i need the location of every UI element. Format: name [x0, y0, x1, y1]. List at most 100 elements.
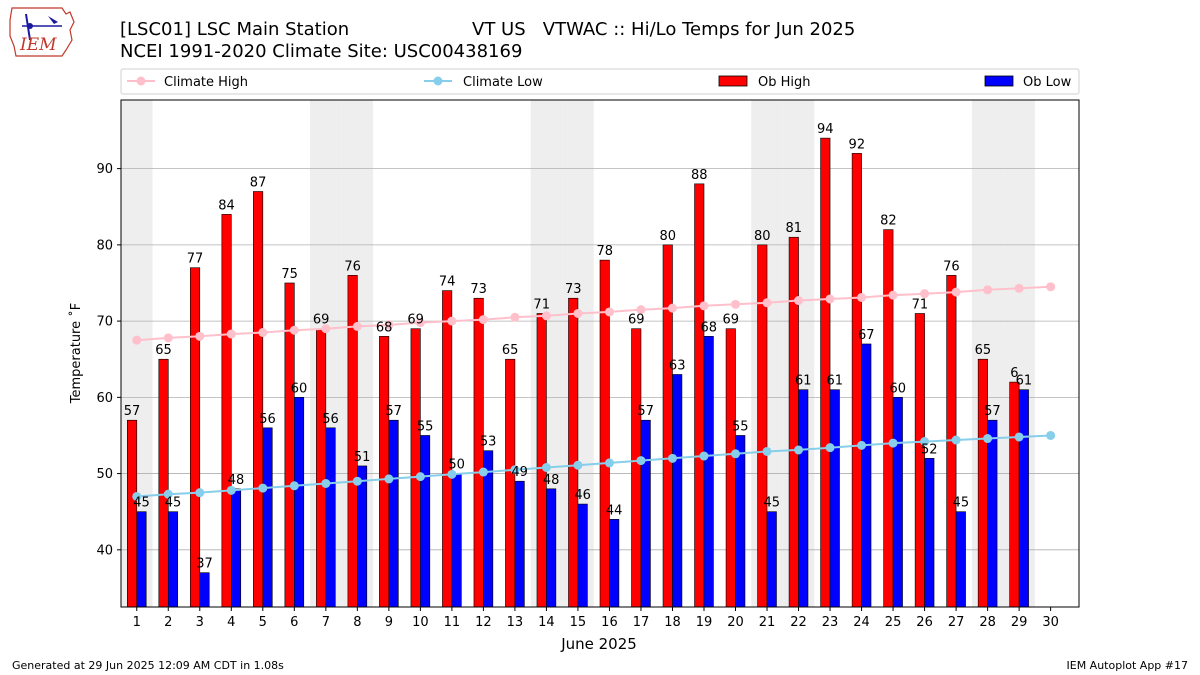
ob-high-bar-day-29: [1009, 381, 1020, 608]
x-tick-label-15: 15: [570, 615, 587, 630]
x-tick-label-5: 5: [259, 615, 267, 630]
y-tick-label-40: 40: [96, 543, 113, 558]
y-tick-label-90: 90: [96, 162, 113, 177]
climate-low-point-day-25: [888, 438, 898, 448]
climate-low-point-day-26: [920, 437, 930, 447]
ob-high-bar-day-7: [316, 328, 327, 608]
climate-low-point-day-8: [352, 476, 362, 486]
ob-low-label-day-29: 61: [1016, 374, 1033, 389]
x-tick-label-24: 24: [853, 615, 870, 630]
climate-high-point-day-10: [415, 318, 425, 328]
ob-low-bar-day-10: [420, 435, 431, 608]
climate-low-point-day-24: [857, 440, 867, 450]
ob-low-label-day-21: 45: [763, 496, 780, 511]
ob-high-bar-day-26: [914, 313, 925, 608]
ob-high-label-day-25: 82: [880, 214, 897, 229]
ob-low-label-day-5: 56: [259, 412, 276, 427]
climate-high-point-day-22: [794, 296, 804, 306]
x-tick-label-4: 4: [227, 615, 235, 630]
ob-high-label-day-28: 65: [975, 343, 992, 358]
climate-high-point-day-5: [258, 328, 268, 338]
legend-label-ob-high: Ob High: [758, 75, 811, 90]
ob-low-bar-day-16: [609, 519, 620, 608]
x-tick-label-21: 21: [759, 615, 776, 630]
x-tick-label-19: 19: [696, 615, 713, 630]
ob-low-bar-day-13: [514, 480, 525, 608]
ob-high-label-day-27: 76: [943, 259, 960, 274]
climate-low-point-day-13: [510, 465, 520, 475]
ob-low-label-day-17: 57: [637, 404, 654, 419]
climate-low-point-day-16: [604, 458, 614, 468]
climate-low-point-day-3: [195, 488, 205, 498]
x-tick-label-18: 18: [664, 615, 681, 630]
ob-high-label-day-23: 94: [817, 122, 834, 137]
x-tick-label-16: 16: [601, 615, 618, 630]
bars: [127, 137, 1029, 608]
ob-low-bar-day-26: [924, 458, 935, 608]
climate-low-point-day-14: [541, 462, 551, 472]
climate-high-point-day-26: [920, 289, 930, 299]
y-tick-label-80: 80: [96, 238, 113, 253]
ob-high-label-day-29: 6: [1010, 366, 1018, 381]
ob-high-bar-day-4: [221, 214, 232, 608]
logo-text: IEM: [19, 35, 57, 55]
ob-high-bar-day-22: [788, 236, 799, 608]
ob-low-label-day-1: 45: [133, 496, 150, 511]
climate-high-point-day-7: [321, 324, 331, 334]
ob-high-label-day-6: 75: [281, 267, 298, 282]
title-station: [LSC01] LSC Main Station: [120, 19, 349, 40]
ob-high-bar-day-2: [158, 358, 169, 608]
ob-low-bar-day-15: [577, 503, 588, 608]
ob-high-label-day-19: 88: [691, 168, 708, 183]
legend: Climate High Climate Low Ob High Ob Low: [120, 68, 1080, 95]
ob-low-bar-day-29: [1018, 389, 1029, 608]
ob-high-bar-day-1: [127, 419, 138, 608]
climate-high-point-day-12: [478, 315, 488, 325]
ob-high-label-day-24: 92: [849, 137, 866, 152]
x-tick-label-20: 20: [727, 615, 744, 630]
ob-high-label-day-1: 57: [124, 404, 141, 419]
climate-low-point-day-6: [289, 481, 299, 491]
x-tick-label-27: 27: [948, 615, 965, 630]
iem-logo: IEM: [9, 7, 75, 57]
ob-high-label-day-12: 73: [470, 282, 487, 297]
x-tick-label-1: 1: [133, 615, 141, 630]
climate-high-point-day-4: [226, 329, 236, 339]
legend-item-ob-high: Ob High: [718, 75, 811, 90]
climate-low-point-day-4: [226, 485, 236, 495]
ob-high-bar-day-25: [883, 229, 894, 608]
ob-high-bar-day-19: [694, 183, 705, 608]
climate-high-point-day-2: [163, 333, 173, 343]
ob-high-bar-day-14: [536, 313, 547, 608]
x-tick-label-2: 2: [164, 615, 172, 630]
climate-low-point-day-11: [447, 469, 457, 479]
bar-value-labels: 5765778487756976686974736571737869808869…: [124, 122, 1032, 572]
ob-high-bar-day-13: [505, 358, 516, 608]
x-tick-label-29: 29: [1011, 615, 1028, 630]
ob-low-bar-day-24: [861, 343, 872, 608]
ob-low-label-day-9: 57: [385, 404, 402, 419]
ob-low-label-day-6: 60: [291, 381, 308, 396]
ob-high-bar-day-17: [631, 328, 642, 608]
ob-low-label-day-27: 45: [953, 496, 970, 511]
ob-high-label-day-26: 71: [912, 297, 929, 312]
ob-low-bar-day-18: [672, 374, 683, 608]
ob-low-bar-day-11: [451, 473, 462, 608]
ob-low-label-day-8: 51: [354, 450, 371, 465]
ob-high-label-day-22: 81: [786, 221, 803, 236]
climate-high-point-day-11: [447, 316, 457, 326]
ob-high-label-day-3: 77: [187, 252, 204, 267]
ob-low-bar-day-14: [546, 488, 557, 608]
ob-low-label-day-25: 60: [890, 381, 907, 396]
ob-high-bar-day-24: [851, 153, 862, 608]
ob-high-label-day-4: 84: [218, 198, 235, 213]
ob-low-bar-day-17: [640, 419, 651, 608]
ob-high-bar-day-23: [820, 137, 831, 608]
legend-item-ob-low: Ob Low: [984, 75, 1072, 90]
x-tick-label-6: 6: [290, 615, 298, 630]
legend-label-climate-low: Climate Low: [463, 75, 543, 90]
ob-low-label-day-28: 57: [984, 404, 1001, 419]
title-climate-site: NCEI 1991-2020 Climate Site: USC00438169: [120, 41, 522, 62]
ob-high-bar-day-11: [442, 290, 453, 608]
